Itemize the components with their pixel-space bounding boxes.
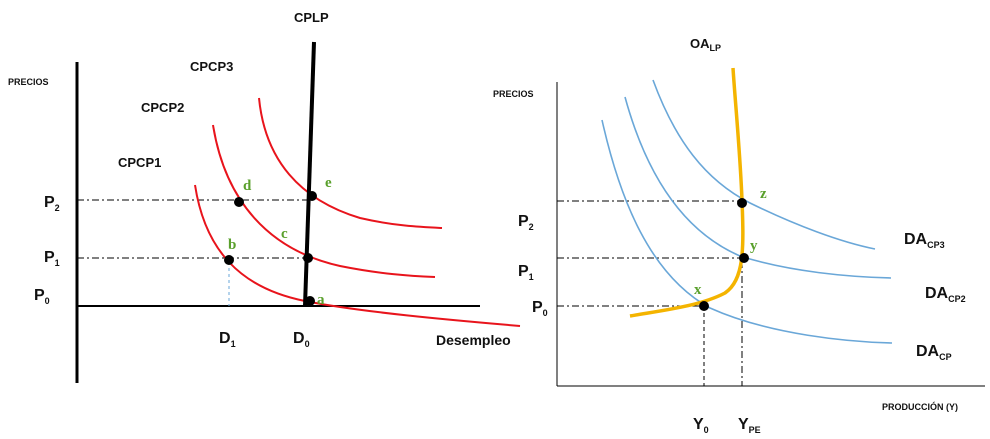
point-e-dot — [307, 191, 317, 201]
right-ylabel: PRECIOS — [493, 89, 534, 99]
right-p0-label: P0 — [532, 299, 548, 318]
point-e-label: e — [325, 175, 332, 191]
point-c-dot — [303, 253, 313, 263]
point-x-label: x — [694, 282, 702, 298]
point-d-dot — [234, 197, 244, 207]
left-ylabel: PRECIOS — [8, 77, 49, 87]
point-y-dot — [739, 253, 749, 263]
d1-label: D1 — [219, 330, 236, 349]
ype-label: YPE — [738, 416, 761, 435]
oa-lp-curve — [629, 67, 745, 318]
da-cp3-label: DACP3 — [904, 231, 945, 250]
da-cp-label: DACP — [916, 343, 952, 362]
y0-label: Y0 — [693, 416, 709, 435]
point-a-dot — [305, 296, 315, 306]
cplp-label: CPLP — [294, 10, 329, 25]
cpcp1-label: CPCP1 — [118, 155, 161, 170]
cpcp3-label: CPCP3 — [190, 59, 233, 74]
right-panel: x y z PRECIOS OALP P2 P1 P0 DACP3 DACP2 … — [493, 36, 985, 435]
left-p0-label: P0 — [34, 287, 50, 306]
point-y-label: y — [750, 238, 758, 254]
point-b-dot — [224, 255, 234, 265]
left-p2-label: P2 — [44, 194, 60, 213]
right-xlabel: PRODUCCIÓN (Y) — [882, 401, 958, 412]
point-z-label: z — [760, 186, 767, 202]
cpcp2-label: CPCP2 — [141, 100, 184, 115]
point-a-label: a — [317, 292, 325, 308]
left-panel: a b c d e PRECIOS CPLP CPCP3 CPCP2 CPCP1… — [8, 10, 521, 383]
right-p2-label: P2 — [518, 213, 534, 232]
point-b-label: b — [228, 237, 236, 253]
da-cp3-curve — [652, 79, 876, 250]
point-c-label: c — [281, 226, 288, 242]
point-x-dot — [699, 301, 709, 311]
cpcp2-curve — [212, 124, 436, 278]
da-cp2-curve — [624, 96, 892, 279]
left-p1-label: P1 — [44, 249, 60, 268]
point-d-label: d — [243, 178, 252, 194]
cpcp3-curve — [258, 97, 443, 229]
right-p1-label: P1 — [518, 263, 534, 282]
oa-lp-label: OALP — [690, 36, 721, 53]
left-xlabel: Desempleo — [436, 332, 511, 348]
da-cp2-label: DACP2 — [925, 285, 966, 304]
d0-label: D0 — [293, 330, 310, 349]
cplp-line — [303, 41, 316, 307]
da-cp-curve — [601, 119, 893, 344]
point-z-dot — [737, 198, 747, 208]
